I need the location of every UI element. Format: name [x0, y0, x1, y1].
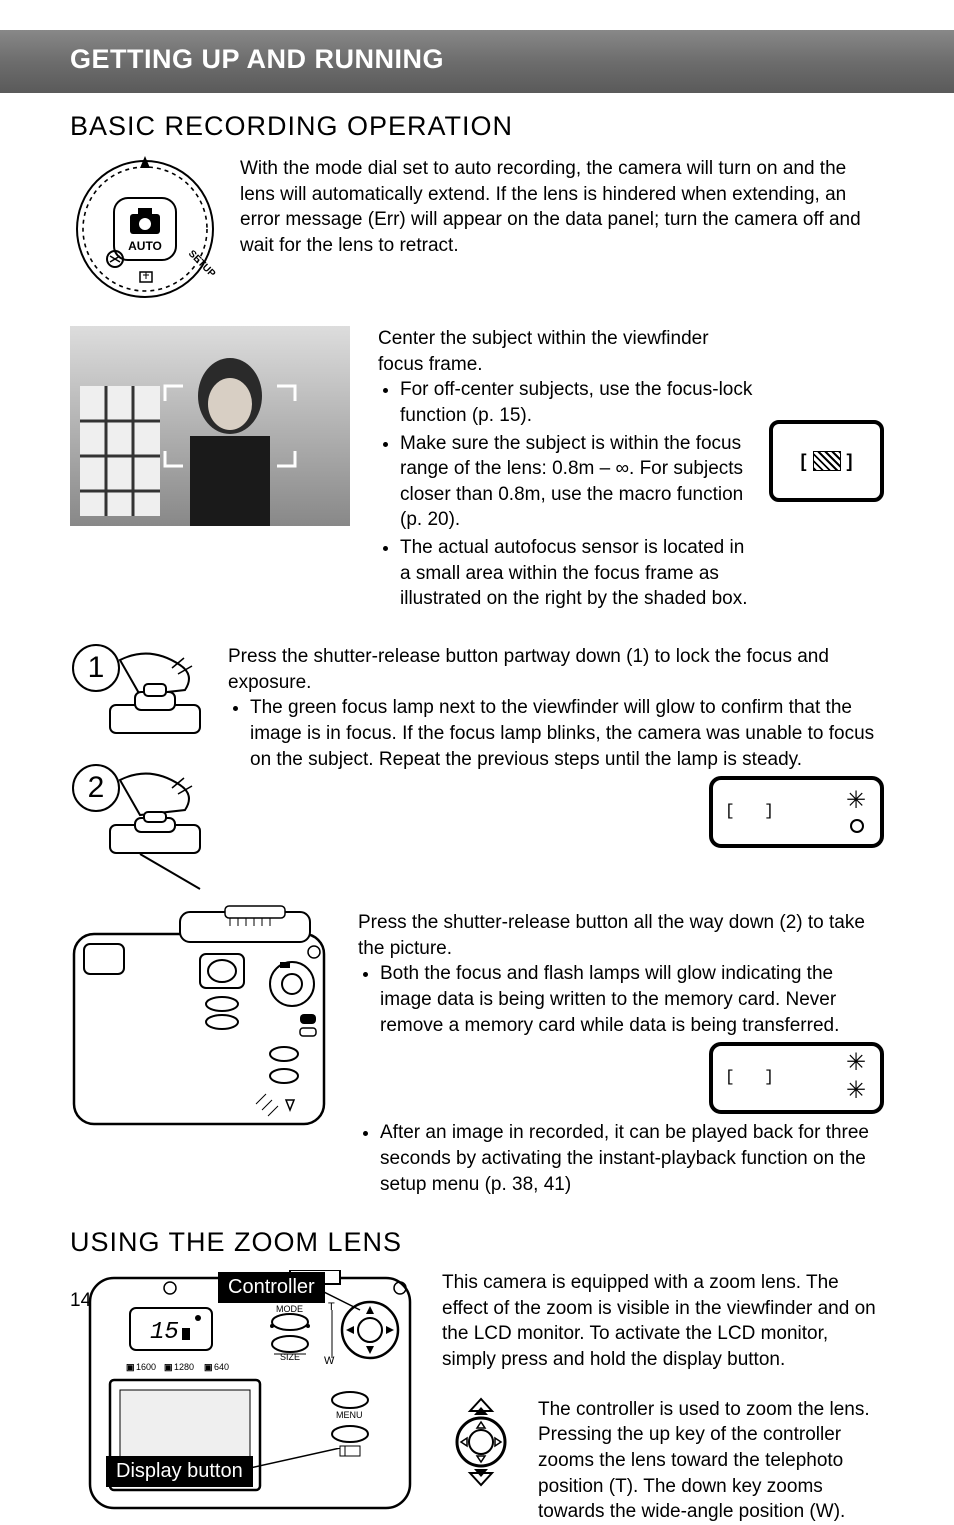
lamp-brackets: [ ]: [725, 801, 784, 823]
zoom-controller-text: The controller is used to zoom the lens.…: [538, 1397, 884, 1525]
svg-text:1280: 1280: [174, 1362, 194, 1372]
step2-lead: Press the shutter-release button all the…: [358, 910, 884, 961]
step1-lead: Press the shutter-release button partway…: [228, 644, 884, 695]
header-title: GETTING UP AND RUNNING: [70, 44, 884, 75]
zoom-block: 15 ▣ 1600 ▣ 1280 ▣ 640 MODE SIZE: [70, 1270, 884, 1525]
vf-bullet-3: The actual autofocus sensor is located i…: [400, 535, 755, 612]
vf-bullet-1: For off-center subjects, use the focus-l…: [400, 377, 755, 428]
step1-bullet-1: The green focus lamp next to the viewfin…: [250, 695, 884, 772]
camera-step2-block: Press the shutter-release button all the…: [70, 904, 884, 1197]
step2-bullet-2: After an image in recorded, it can be pl…: [380, 1120, 884, 1197]
lamp-brackets-2: [ ]: [725, 1067, 784, 1089]
vf-lead: Center the subject within the viewfinder…: [378, 326, 755, 377]
flash-lamp-off-icon: [850, 819, 864, 833]
svg-text:▣: ▣: [164, 1362, 173, 1372]
controller-zoom-icon: [442, 1397, 520, 1492]
svg-text:640: 640: [214, 1362, 229, 1372]
green-lamp-icon-2: [846, 1053, 868, 1075]
bracket-left: [: [801, 451, 807, 472]
header-banner: GETTING UP AND RUNNING: [0, 30, 954, 93]
shutter-press-illustration: 1 2: [70, 644, 210, 894]
controller-label: Controller: [218, 1272, 325, 1303]
vf-bullet-2: Make sure the subject is within the focu…: [400, 431, 755, 534]
zoom-intro-text: This camera is equipped with a zoom lens…: [442, 1270, 884, 1373]
shutter-step-block: 1 2: [70, 644, 884, 894]
svg-text:W: W: [324, 1355, 335, 1367]
viewfinder-text: Center the subject within the viewfinder…: [378, 326, 755, 614]
step2-text: Press the shutter-release button all the…: [358, 904, 884, 1197]
camera-back-zoom-illustration: 15 ▣ 1600 ▣ 1280 ▣ 640 MODE SIZE: [70, 1270, 420, 1525]
mode-dial-illustration: AUTO SETUP: [70, 154, 220, 304]
focus-area-indicator: [ ]: [769, 420, 884, 502]
display-button-label: Display button: [106, 1456, 253, 1487]
focus-lamp-indicator: [ ]: [709, 776, 884, 848]
flash-lamp-icon: [846, 1081, 868, 1103]
svg-text:15: 15: [150, 1319, 179, 1346]
zoom-text-column: This camera is equipped with a zoom lens…: [442, 1270, 884, 1525]
svg-text:MODE: MODE: [276, 1304, 303, 1314]
svg-text:MENU: MENU: [336, 1410, 363, 1420]
bracket-right: ]: [847, 451, 853, 472]
camera-back-illustration: [70, 904, 330, 1134]
hatched-focus-box: [813, 451, 841, 471]
svg-text:▣: ▣: [204, 1362, 213, 1372]
page-number: 14: [70, 1290, 91, 1312]
viewfinder-photo: [70, 326, 350, 526]
both-lamps-indicator: [ ]: [709, 1042, 884, 1114]
intro-text: With the mode dial set to auto recording…: [240, 154, 884, 304]
svg-text:▣: ▣: [126, 1362, 135, 1372]
intro-block: AUTO SETUP With the mode dial set to aut…: [70, 154, 884, 304]
step1-text: Press the shutter-release button partway…: [228, 644, 884, 848]
viewfinder-block: Center the subject within the viewfinder…: [70, 326, 884, 614]
section2-title: USING THE ZOOM LENS: [70, 1227, 884, 1258]
svg-text:AUTO: AUTO: [128, 239, 162, 253]
green-lamp-icon: [846, 791, 868, 813]
section1-title: BASIC RECORDING OPERATION: [70, 111, 884, 142]
step2-bullet-1: Both the focus and flash lamps will glow…: [380, 963, 839, 1035]
svg-text:1600: 1600: [136, 1362, 156, 1372]
